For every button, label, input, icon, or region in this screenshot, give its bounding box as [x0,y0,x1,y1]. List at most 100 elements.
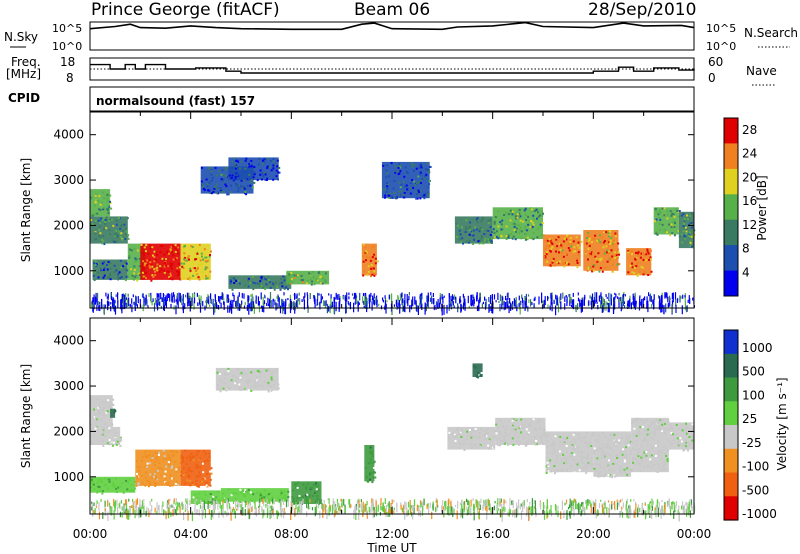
velocity-cell [504,428,507,431]
power-ground-cell [124,298,126,305]
power-cell [500,223,503,226]
velocity-ground-cell [171,504,173,508]
power-cell [127,254,130,257]
power-cell [277,171,280,174]
velocity-cell [163,455,166,458]
velocity-ground-cell [100,498,102,502]
power-cell [405,184,408,187]
power-cell [423,177,426,180]
velocity-cell [678,439,681,442]
power-cell [395,197,398,200]
power-cell [276,285,278,288]
velocity-cell [104,406,107,409]
power-ground-cell [671,304,673,314]
power-cell [206,185,209,188]
power-ylabel: Slant Range [km] [19,158,33,262]
velocity-cell [235,376,238,379]
velocity-cell [369,473,372,476]
power-cell [494,216,497,219]
velocity-cell [482,430,485,433]
velocity-ground-cell [661,499,663,503]
velocity-cell [186,456,189,459]
power-ground-cell [252,301,255,308]
velocity-ground-cell [667,502,669,506]
power-cell [642,258,645,261]
power-cell [113,264,116,267]
velocity-cell [631,433,634,436]
velocity-ground-cell [297,506,299,514]
velocity-cell [204,452,207,455]
velocity-cell [372,462,375,465]
power-ground-cell [96,302,98,306]
velocity-cell [660,457,663,460]
velocity-cell [293,500,296,503]
power-cell [572,240,575,243]
velocity-cell [671,427,674,430]
velocity-cell [91,442,93,445]
power-cell [244,159,247,162]
power-cell [149,247,152,250]
velocity-ground-cell [323,499,325,508]
power-cell [108,229,111,231]
velocity-cell [593,447,596,450]
velocity-ground-cell [372,499,374,507]
velocity-cell [589,441,592,444]
velocity-cell [280,492,283,495]
power-cell [614,232,617,235]
velocity-ground-cell [247,504,249,510]
velocity-cell [639,470,642,472]
velocity-ground-cell [212,511,214,519]
power-cell [689,223,692,226]
power-ground-cell [294,302,296,311]
power-ground-cell [191,293,194,299]
velocity-ground-cell [365,504,367,512]
power-ground-cell [295,300,298,307]
velocity-ground-cell [634,511,636,518]
power-cell [476,216,479,219]
power-cell [175,249,178,252]
nsky-tick-lo-left: 10^0 [52,40,82,53]
power-ground-cell [593,297,595,307]
power-cell [197,276,200,279]
velocity-cell [503,438,506,441]
velocity-cell [305,486,308,488]
power-ground-cell [676,299,679,303]
power-ground-cell [196,292,198,297]
velocity-ground-cell [114,508,116,512]
velocity-ground-cell [284,511,287,514]
power-ground-cell [136,304,138,308]
power-cell [256,179,259,182]
velocity-cell [594,439,597,442]
power-ground-cell [373,293,375,299]
power-ground-cell [320,293,322,302]
velocity-cell [650,466,653,469]
power-cell [259,280,262,283]
power-ground-cell [380,305,383,310]
velocity-colorbar-tick: 25 [742,412,757,426]
velocity-cell [479,374,482,377]
power-ground-cell [181,295,183,306]
velocity-cell [663,468,666,471]
velocity-ground-cell [405,502,407,510]
power-cell [252,176,255,179]
power-cell [530,210,533,213]
power-cell [658,209,661,212]
velocity-cell [497,443,499,446]
power-cell [177,246,180,249]
velocity-ground-cell [143,499,145,502]
power-ground-cell [220,295,222,300]
velocity-cell [625,446,627,449]
velocity-cell [366,480,369,483]
velocity-ground-cell [360,502,362,513]
velocity-cell [281,497,284,499]
velocity-patch [110,408,116,418]
power-cell [230,177,233,179]
power-cell [555,238,558,241]
power-ground-cell [658,295,660,299]
velocity-cell [97,406,100,409]
power-cell [487,222,490,224]
power-cell [586,269,589,272]
velocity-ground-cell [686,508,688,517]
power-ground-cell [303,299,305,310]
y-tick-label: 1000 [53,264,84,278]
